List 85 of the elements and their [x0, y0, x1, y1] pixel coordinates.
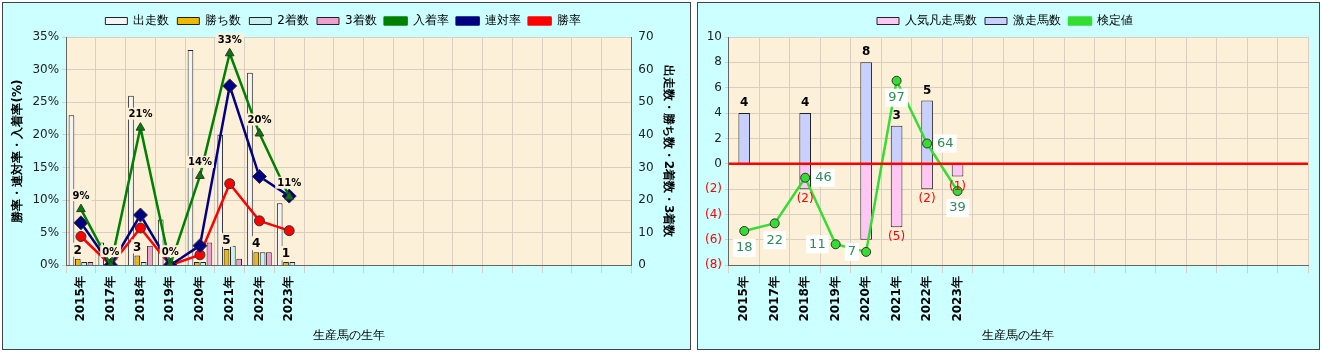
data-label: 11	[809, 235, 826, 251]
y-tick-label: 8	[714, 54, 722, 69]
y-tick-label: 5%	[40, 224, 60, 239]
y2-axis-title: 出走数・勝ち数・2着数・3着数	[661, 64, 676, 239]
data-label: 4	[252, 236, 261, 251]
legend-label: 連対率	[484, 13, 521, 28]
legend-label: 2着数	[277, 13, 310, 28]
data-label: 7	[847, 243, 857, 259]
data-label: 20%	[247, 114, 272, 126]
x-tick-label: 2017年	[766, 276, 781, 322]
x-tick-label: 2023年	[949, 276, 964, 322]
y2-tick-label: 0	[638, 257, 646, 272]
y-tick-label: 4	[714, 105, 722, 120]
legend-label: 出走数	[133, 13, 170, 28]
data-label: 1	[281, 246, 291, 261]
data-label: 46	[815, 169, 832, 185]
y-tick-label: (8)	[704, 257, 722, 272]
y-tick-label: 0%	[40, 257, 60, 272]
x-tick-label: 2018年	[132, 276, 147, 322]
data-label: 39	[949, 199, 966, 215]
y-tick-label: 30%	[32, 61, 60, 76]
y-tick-label: 10%	[32, 192, 60, 207]
y-tick-label: 2	[714, 130, 722, 145]
data-label: 5	[222, 233, 231, 248]
x-tick-label: 2022年	[251, 276, 266, 322]
x-tick-label: 2015年	[73, 276, 88, 322]
x-tick-label: 2015年	[736, 276, 751, 322]
data-label: 33%	[217, 33, 242, 45]
x-tick-label: 2023年	[281, 276, 296, 322]
y2-tick-label: 20	[638, 192, 654, 207]
legend-label: 検定値	[1096, 13, 1133, 28]
y2-tick-label: 30	[638, 159, 654, 174]
data-label: (5)	[888, 229, 906, 244]
x-tick-label: 2020年	[858, 276, 873, 322]
data-label: 97	[888, 89, 905, 105]
x-axis-title: 生産馬の生年	[982, 327, 1055, 342]
data-label: 5	[922, 82, 932, 97]
y-tick-label: (6)	[704, 231, 722, 246]
y-tick-label: 10	[706, 29, 722, 44]
legend-label: 勝率	[556, 13, 581, 28]
data-label: 4	[800, 95, 810, 110]
legend-label: 3着数	[345, 13, 377, 28]
data-label: 11%	[277, 177, 302, 189]
x-tick-label: 2019年	[162, 276, 177, 322]
data-label: 14%	[187, 156, 212, 168]
y2-tick-label: 40	[638, 126, 654, 141]
data-label: 18	[735, 239, 753, 255]
data-label: 0%	[102, 245, 120, 257]
data-label: 64	[937, 134, 954, 150]
y2-tick-label: 10	[638, 224, 654, 239]
x-axis-title: 生産馬の生年	[312, 327, 385, 342]
y-tick-label: 6	[714, 79, 722, 94]
data-label: 22	[766, 231, 783, 247]
data-label: (2)	[796, 191, 814, 206]
legend-label: 入着率	[412, 13, 449, 28]
data-label: (2)	[918, 191, 936, 206]
data-label: 0%	[161, 245, 179, 257]
x-tick-label: 2018年	[797, 276, 812, 322]
legend-label: 勝ち数	[205, 13, 242, 28]
y-tick-label: 0	[714, 155, 722, 170]
y2-tick-label: 50	[638, 94, 654, 109]
y-tick-label: 20%	[32, 126, 60, 141]
x-tick-label: 2019年	[827, 276, 842, 322]
x-tick-label: 2021年	[221, 276, 236, 322]
data-label: 2	[73, 242, 82, 257]
data-label: 9%	[72, 189, 90, 201]
data-label: 8	[861, 44, 871, 59]
y-tick-label: 25%	[32, 94, 60, 109]
y2-tick-label: 70	[638, 29, 654, 44]
x-tick-label: 2022年	[919, 276, 934, 322]
legend-label: 激走馬数	[1012, 13, 1061, 28]
x-tick-label: 2020年	[192, 276, 207, 322]
legend-label: 人気凡走馬数	[904, 13, 977, 28]
x-tick-label: 2021年	[888, 276, 903, 322]
data-label: 21%	[128, 108, 153, 120]
y-tick-label: (4)	[704, 206, 722, 221]
y-tick-label: (2)	[704, 181, 722, 196]
data-label: 3	[892, 107, 901, 122]
y-axis-title: 勝率・連対率・入着率(%)	[10, 79, 25, 224]
y-tick-label: 35%	[32, 29, 60, 44]
y2-tick-label: 60	[638, 61, 654, 76]
data-label: 4	[740, 95, 749, 110]
x-tick-label: 2017年	[102, 276, 117, 322]
y-tick-label: 15%	[32, 159, 60, 174]
data-label: 3	[133, 239, 142, 254]
